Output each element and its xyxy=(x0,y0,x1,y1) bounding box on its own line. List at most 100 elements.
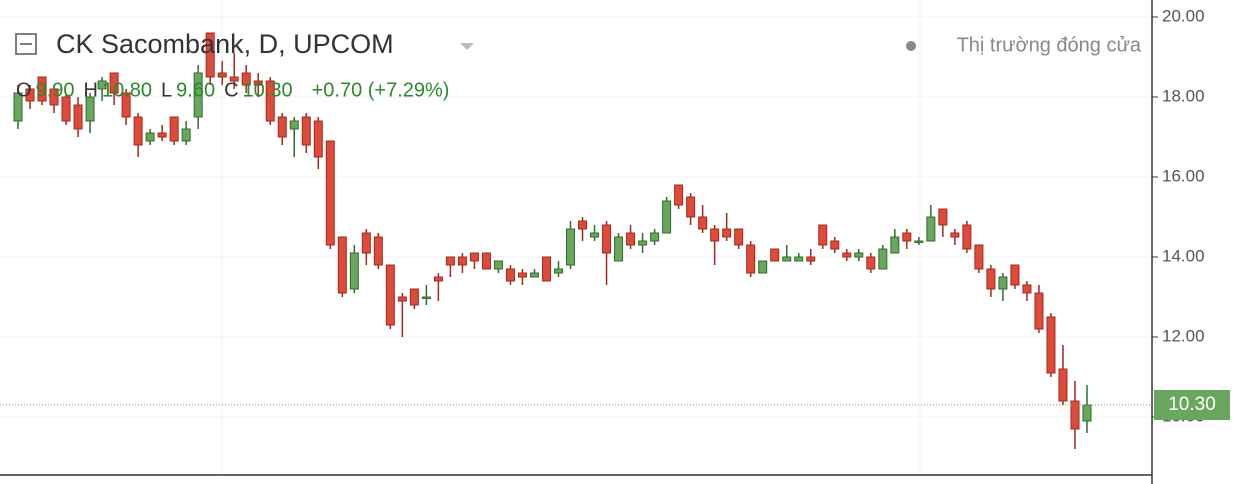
candle-body xyxy=(830,240,840,250)
candle-body xyxy=(265,80,275,122)
legend-key: L xyxy=(161,79,172,101)
candle-body xyxy=(686,196,696,218)
candle-body xyxy=(313,120,323,158)
candle-body xyxy=(842,252,852,258)
candle-body xyxy=(85,96,95,122)
candle-body xyxy=(469,252,479,262)
candle-body xyxy=(121,92,131,118)
candle-body xyxy=(73,104,83,130)
candle-body xyxy=(1010,264,1020,286)
candle-body xyxy=(578,220,588,230)
candle-body xyxy=(662,200,672,234)
candle-body xyxy=(998,276,1008,290)
dropdown-arrow[interactable] xyxy=(460,43,474,50)
candle-body xyxy=(157,132,167,138)
candle-body xyxy=(505,268,515,282)
candle-body xyxy=(770,248,780,262)
candle-body xyxy=(337,236,347,294)
candle-body xyxy=(61,96,71,122)
candle-body xyxy=(241,72,251,86)
candle-body xyxy=(746,244,756,274)
candle-body xyxy=(421,296,431,299)
candle-body xyxy=(529,272,539,278)
candle-body xyxy=(590,232,600,238)
legend-key: C xyxy=(224,79,238,101)
candle-body xyxy=(97,80,107,90)
candle-body xyxy=(325,140,335,246)
candle-body xyxy=(866,256,876,270)
candle-body xyxy=(902,232,912,242)
candle-body xyxy=(445,256,455,266)
y-tick-label: 12.00 xyxy=(1162,326,1205,345)
candle-body xyxy=(409,288,419,306)
market-status: Thị trường đóng cửa xyxy=(957,34,1142,56)
candle-body xyxy=(554,268,564,274)
candle-body xyxy=(1082,404,1092,422)
candle-body xyxy=(493,260,503,270)
candle-body xyxy=(109,72,119,94)
candle-body xyxy=(277,116,287,138)
candle-body xyxy=(169,116,179,142)
legend-key: H xyxy=(84,79,98,101)
candle-body xyxy=(986,268,996,290)
candle-body xyxy=(818,224,828,246)
legend-change: +0.70 (+7.29%) xyxy=(312,79,450,101)
candle-body xyxy=(734,228,744,246)
ohlc-legend: O 9.90 H 10.80 L 9.60 C 10.30 +0.70 (+7.29%) xyxy=(16,79,449,101)
candle-body xyxy=(938,208,948,226)
grid xyxy=(0,0,1152,475)
collapse-icon[interactable] xyxy=(15,33,37,55)
y-tick-label: 18.00 xyxy=(1162,86,1205,105)
candle-body xyxy=(25,88,35,102)
candle-body xyxy=(397,296,407,302)
candles xyxy=(0,32,1152,449)
candle-body xyxy=(722,228,732,238)
candle-body xyxy=(217,72,227,78)
candle-body xyxy=(614,236,624,262)
candle-body xyxy=(181,128,191,142)
candle-body xyxy=(806,256,816,262)
candle-body xyxy=(626,232,636,246)
candle-body xyxy=(13,92,23,122)
candle-body xyxy=(602,224,612,254)
candle-body xyxy=(914,240,924,243)
candle-body xyxy=(1070,400,1080,430)
candle-body xyxy=(385,264,395,326)
candle-body xyxy=(758,260,768,274)
candle-body xyxy=(253,80,263,86)
legend-value: 10.30 xyxy=(243,79,293,101)
candle-body xyxy=(950,232,960,238)
legend-value: 9.60 xyxy=(176,79,215,101)
candle-body xyxy=(710,228,720,242)
candle-body xyxy=(1046,316,1056,374)
chart-title: CK Sacombank, D, UPCOM xyxy=(56,29,394,59)
candle-body xyxy=(782,256,792,262)
candle-body xyxy=(457,256,467,266)
candle-body xyxy=(49,88,59,106)
candle-body xyxy=(638,240,648,246)
candle-body xyxy=(541,256,551,282)
candle-body xyxy=(517,272,527,278)
status-dot xyxy=(906,41,916,51)
candle-body xyxy=(145,132,155,142)
candle-body xyxy=(566,228,576,266)
legend-value: 10.80 xyxy=(102,79,152,101)
candle-body xyxy=(794,256,804,262)
candle-body xyxy=(193,72,203,118)
candle-body xyxy=(962,224,972,250)
candle-body xyxy=(229,76,239,82)
candle-body xyxy=(698,216,708,230)
candle-body xyxy=(205,32,215,78)
last-price-tag xyxy=(1154,390,1230,420)
candle-body xyxy=(361,232,371,254)
candle-body xyxy=(1058,368,1068,402)
candle-body xyxy=(301,116,311,146)
legend-value: 9.90 xyxy=(36,79,75,101)
candle-body xyxy=(433,276,443,282)
candle-body xyxy=(289,120,299,130)
candle-body xyxy=(349,252,359,290)
candle-body xyxy=(650,232,660,242)
y-tick-label: 20.00 xyxy=(1162,6,1205,25)
